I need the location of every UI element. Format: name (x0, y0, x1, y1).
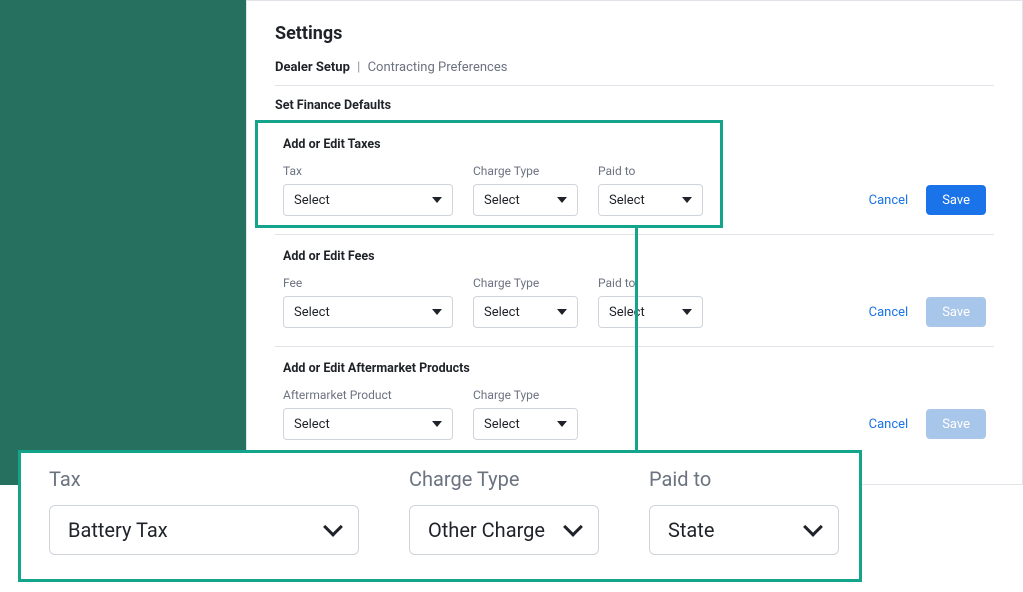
zoom-callout: Tax Battery Tax Charge Type Other Charge… (18, 450, 862, 582)
fee-field: Fee Select (283, 276, 453, 328)
tax-charge-type-field: Charge Type Select (473, 164, 578, 216)
tax-charge-type-select[interactable]: Select (473, 184, 578, 216)
chevron-down-icon (557, 421, 567, 427)
tax-charge-type-value: Select (484, 193, 520, 208)
fee-charge-type-value: Select (484, 305, 520, 320)
chevron-down-icon (563, 517, 583, 537)
fee-paid-to-select[interactable]: Select (598, 296, 703, 328)
breadcrumb-level-1[interactable]: Dealer Setup (275, 60, 350, 75)
tax-charge-type-label: Charge Type (473, 164, 578, 178)
fees-actions: Cancel Save (869, 296, 986, 328)
fee-label: Fee (283, 276, 453, 290)
aftermarket-charge-type-value: Select (484, 417, 520, 432)
callout-charge-type-value: Other Charge (428, 518, 545, 542)
taxes-row: Tax Select Charge Type Select Paid to Se… (283, 164, 986, 216)
tax-select[interactable]: Select (283, 184, 453, 216)
aftermarket-cancel-button[interactable]: Cancel (869, 417, 909, 432)
aftermarket-product-select[interactable]: Select (283, 408, 453, 440)
aftermarket-charge-type-select[interactable]: Select (473, 408, 578, 440)
aftermarket-product-value: Select (294, 417, 330, 432)
aftermarket-save-button[interactable]: Save (926, 409, 986, 439)
chevron-down-icon (432, 309, 442, 315)
chevron-down-icon (803, 517, 823, 537)
chevron-down-icon (323, 517, 343, 537)
fee-charge-type-select[interactable]: Select (473, 296, 578, 328)
fees-row: Fee Select Charge Type Select Paid to Se… (283, 276, 986, 328)
set-finance-defaults-label: Set Finance Defaults (275, 98, 994, 113)
fee-select[interactable]: Select (283, 296, 453, 328)
aftermarket-product-field: Aftermarket Product Select (283, 388, 453, 440)
callout-tax-field: Tax Battery Tax (49, 467, 359, 579)
callout-charge-type-label: Charge Type (409, 467, 599, 491)
chevron-down-icon (682, 197, 692, 203)
taxes-actions: Cancel Save (869, 184, 986, 216)
fees-group-title: Add or Edit Fees (283, 249, 986, 264)
fees-group: Add or Edit Fees Fee Select Charge Type … (275, 235, 994, 347)
tax-paid-to-select[interactable]: Select (598, 184, 703, 216)
left-sidebar-background (0, 0, 246, 485)
callout-tax-label: Tax (49, 467, 359, 491)
fees-save-button[interactable]: Save (926, 297, 986, 327)
aftermarket-charge-type-field: Charge Type Select (473, 388, 578, 440)
tax-paid-to-value: Select (609, 193, 645, 208)
callout-tax-value: Battery Tax (68, 518, 168, 542)
tax-select-value: Select (294, 193, 330, 208)
breadcrumb-level-2: Contracting Preferences (368, 60, 508, 75)
fee-select-value: Select (294, 305, 330, 320)
tax-paid-to-label: Paid to (598, 164, 703, 178)
chevron-down-icon (682, 309, 692, 315)
callout-charge-type-select[interactable]: Other Charge (409, 505, 599, 555)
breadcrumb-separator: | (357, 60, 360, 75)
chevron-down-icon (557, 197, 567, 203)
callout-paid-to-label: Paid to (649, 467, 839, 491)
settings-panel: Settings Dealer Setup | Contracting Pref… (246, 0, 1023, 485)
chevron-down-icon (432, 421, 442, 427)
callout-paid-to-select[interactable]: State (649, 505, 839, 555)
tax-label: Tax (283, 164, 453, 178)
taxes-group: Add or Edit Taxes Tax Select Charge Type… (275, 123, 994, 235)
aftermarket-group-title: Add or Edit Aftermarket Products (283, 361, 986, 376)
callout-charge-type-field: Charge Type Other Charge (409, 467, 599, 579)
fee-charge-type-label: Charge Type (473, 276, 578, 290)
callout-paid-to-field: Paid to State (649, 467, 839, 579)
fee-charge-type-field: Charge Type Select (473, 276, 578, 328)
callout-tax-select[interactable]: Battery Tax (49, 505, 359, 555)
aftermarket-row: Aftermarket Product Select Charge Type S… (283, 388, 986, 440)
taxes-group-title: Add or Edit Taxes (283, 137, 986, 152)
taxes-cancel-button[interactable]: Cancel (869, 193, 909, 208)
callout-paid-to-value: State (668, 518, 714, 542)
fee-paid-to-field: Paid to Select (598, 276, 703, 328)
aftermarket-product-label: Aftermarket Product (283, 388, 453, 402)
aftermarket-group: Add or Edit Aftermarket Products Afterma… (275, 347, 994, 458)
tax-paid-to-field: Paid to Select (598, 164, 703, 216)
breadcrumb: Dealer Setup | Contracting Preferences (275, 60, 994, 86)
fee-paid-to-value: Select (609, 305, 645, 320)
fee-paid-to-label: Paid to (598, 276, 703, 290)
aftermarket-actions: Cancel Save (869, 408, 986, 440)
tax-field: Tax Select (283, 164, 453, 216)
taxes-save-button[interactable]: Save (926, 185, 986, 215)
chevron-down-icon (432, 197, 442, 203)
page-title: Settings (275, 23, 994, 44)
fees-cancel-button[interactable]: Cancel (869, 305, 909, 320)
aftermarket-charge-type-label: Charge Type (473, 388, 578, 402)
chevron-down-icon (557, 309, 567, 315)
